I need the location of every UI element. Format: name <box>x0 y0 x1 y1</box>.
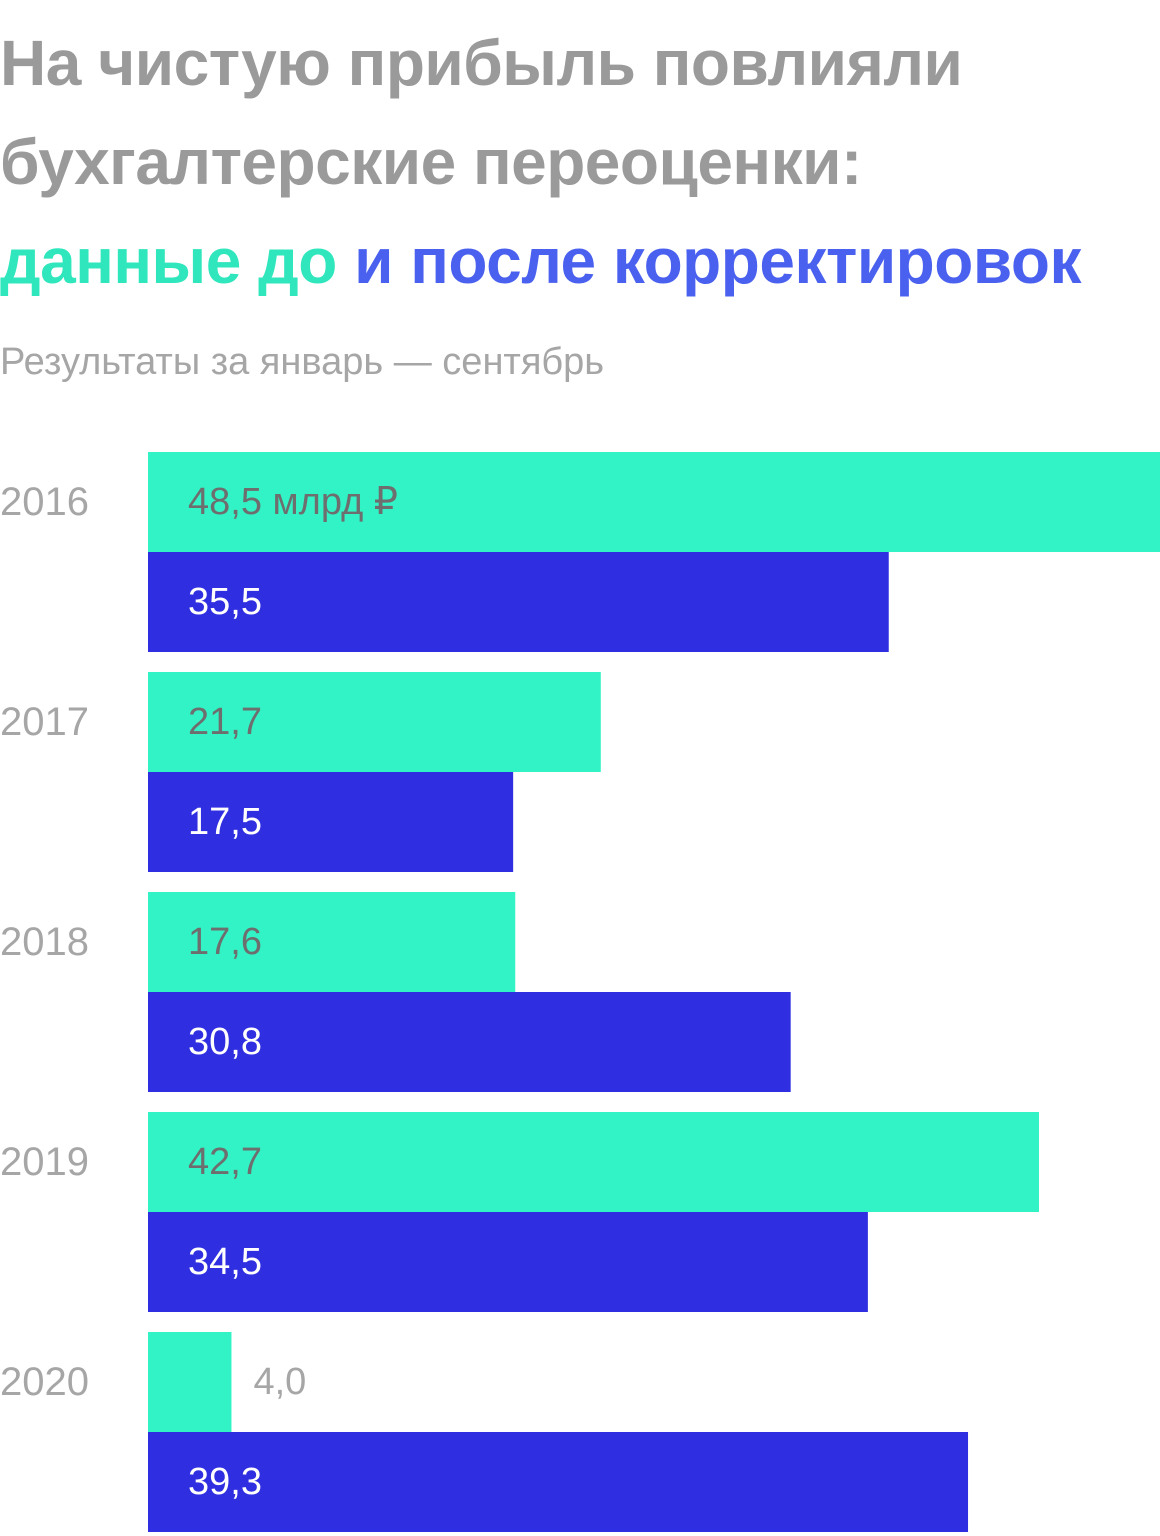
category-label-2019: 2019 <box>0 1140 89 1184</box>
value-label-before-2019: 42,7 <box>188 1141 262 1183</box>
value-label-after-2019: 34,5 <box>188 1241 262 1283</box>
bar-after-2020 <box>148 1432 969 1532</box>
bar-before-2017 <box>148 672 601 772</box>
value-label-before-2018: 17,6 <box>188 921 262 963</box>
legend-before-label: данные до <box>0 225 337 297</box>
value-label-after-2018: 30,8 <box>188 1021 262 1063</box>
bar-after-2017 <box>148 772 514 872</box>
category-label-2017: 2017 <box>0 700 89 744</box>
bar-before-2020 <box>148 1332 232 1432</box>
bar-after-2016 <box>148 552 889 652</box>
bar-before-2018 <box>148 892 516 992</box>
value-label-before-2020: 4,0 <box>253 1361 306 1403</box>
chart-subtitle: Результаты за январь — сентябрь <box>0 341 605 383</box>
legend-after-label: и после корректировок <box>354 225 1081 297</box>
title-line-2: бухгалтерские переоценки: <box>0 126 862 198</box>
bar-after-2018 <box>148 992 791 1092</box>
value-label-before-2016: 48,5 млрд ₽ <box>188 481 398 523</box>
title-line-1: На чистую прибыль повлияли <box>0 27 963 99</box>
chart-title: На чистую прибыль повлияли бухгалтерские… <box>0 14 1160 311</box>
value-label-after-2020: 39,3 <box>188 1461 262 1503</box>
bar-before-2016 <box>148 452 1160 552</box>
value-label-before-2017: 21,7 <box>188 701 262 743</box>
value-label-after-2017: 17,5 <box>188 801 262 843</box>
title-line-3: данные до и после корректировок <box>0 212 1160 311</box>
category-label-2020: 2020 <box>0 1360 89 1404</box>
bar-before-2019 <box>148 1112 1039 1212</box>
bar-after-2019 <box>148 1212 868 1312</box>
value-label-after-2016: 35,5 <box>188 581 262 623</box>
category-label-2018: 2018 <box>0 920 89 964</box>
category-label-2016: 2016 <box>0 480 89 524</box>
